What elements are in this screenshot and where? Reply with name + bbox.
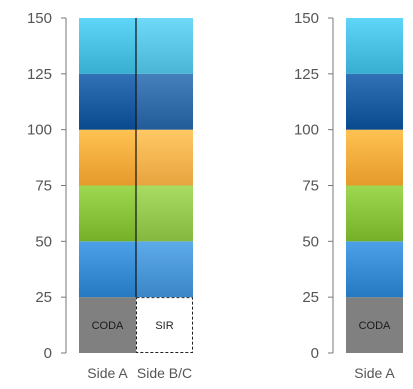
y-tick-label: 50 <box>35 233 52 250</box>
y-tick-label: 75 <box>302 178 319 195</box>
bar-segment-base <box>346 297 403 353</box>
y-tick-label: 150 <box>294 10 319 27</box>
x-category-label: Side A <box>354 365 395 381</box>
bar-segment <box>136 73 193 130</box>
bar-segment <box>79 129 136 186</box>
bar-segment <box>346 18 403 74</box>
y-tick-label: 150 <box>27 10 52 27</box>
bar-segment <box>136 241 193 298</box>
bar-segment <box>346 129 403 186</box>
bar-base-label: CODA <box>359 320 391 332</box>
chart-panel-1: 0 25 50 75 100 125 150 CODA Side A SIR Side B/C <box>27 10 193 381</box>
y-tick-label: 25 <box>302 289 319 306</box>
bar-segment <box>346 185 403 242</box>
bar-segment <box>136 185 193 242</box>
y-tick-label: 75 <box>35 178 52 195</box>
y-tick-label: 100 <box>27 122 52 139</box>
chart-panel-2: 0 25 50 75 100 125 150 CODA Side A <box>294 10 403 381</box>
x-category-label: Side B/C <box>137 365 192 381</box>
bar-segment <box>136 129 193 186</box>
y-tick-label: 0 <box>44 345 52 362</box>
y-tick-label: 25 <box>35 289 52 306</box>
y-tick-label: 0 <box>311 345 319 362</box>
bar-segment <box>79 241 136 298</box>
x-category-label: Side A <box>87 365 128 381</box>
bar-segment <box>79 185 136 242</box>
bar-segment <box>346 73 403 130</box>
bar-segment <box>346 241 403 298</box>
y-tick-label: 50 <box>302 233 319 250</box>
bar-base-label: SIR <box>155 320 173 332</box>
bar-segment <box>79 18 136 74</box>
bar-segment <box>79 73 136 130</box>
y-tick-label: 100 <box>294 122 319 139</box>
y-tick-label: 125 <box>294 66 319 83</box>
y-tick-label: 125 <box>27 66 52 83</box>
bar-segment-base <box>79 297 136 353</box>
bar-base-label: CODA <box>92 320 124 332</box>
bar-segment <box>136 18 193 74</box>
bar-segment-base-empty <box>136 297 193 353</box>
